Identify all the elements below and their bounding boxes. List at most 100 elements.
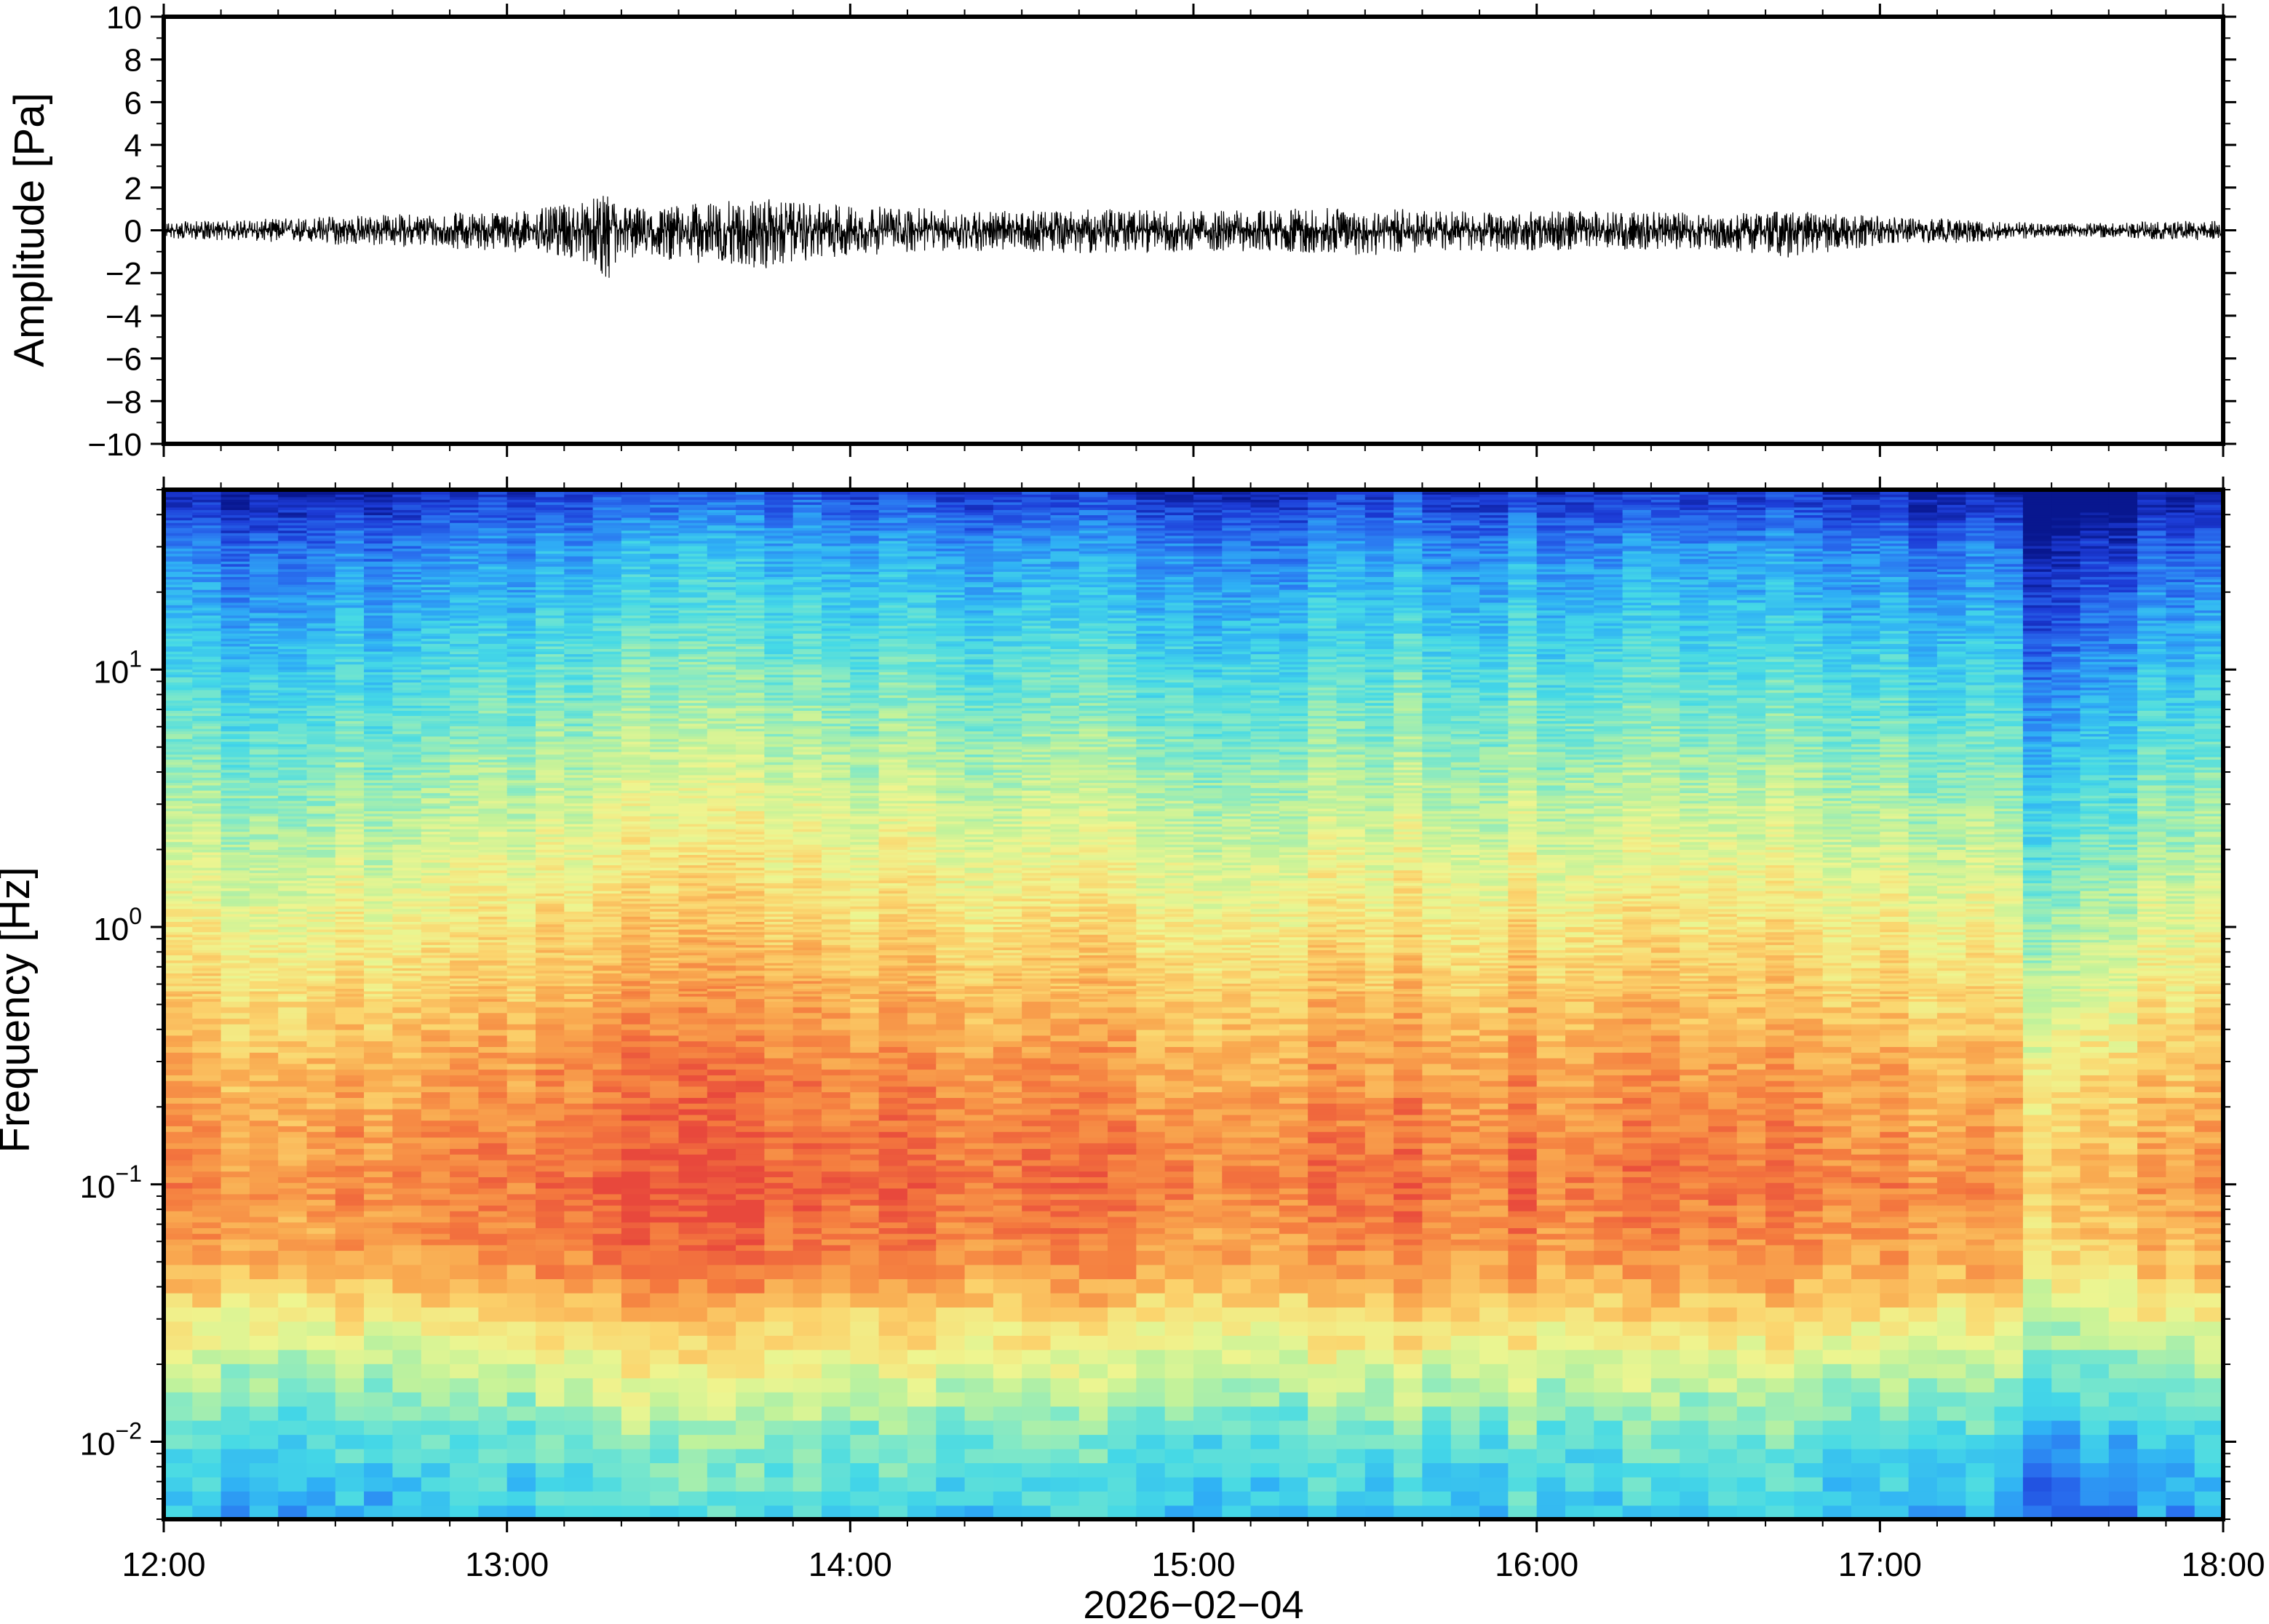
spectrogram-cell bbox=[650, 1018, 680, 1024]
spectrogram-cell bbox=[392, 1148, 422, 1155]
spectrogram-cell bbox=[421, 1097, 450, 1104]
spectrogram-cell bbox=[306, 813, 336, 816]
spectrogram-cell bbox=[421, 1046, 450, 1053]
spectrogram-cell bbox=[249, 877, 279, 881]
spectrogram-cell bbox=[192, 995, 222, 1000]
spectrogram-cell bbox=[478, 1222, 508, 1228]
spectrogram-cell bbox=[592, 1006, 622, 1014]
spectrogram-cell bbox=[192, 1069, 222, 1075]
spectrogram-cell bbox=[164, 883, 194, 886]
spectrogram-cell bbox=[592, 1238, 622, 1246]
spectrogram-cell bbox=[564, 1040, 594, 1047]
spectrogram-cell bbox=[164, 707, 194, 711]
spectrogram-cell bbox=[278, 955, 308, 958]
spectrogram-cell bbox=[421, 1114, 450, 1121]
spectrogram-cell bbox=[192, 777, 222, 781]
spectrogram-cell bbox=[249, 939, 279, 943]
spectrogram-cell bbox=[450, 1210, 480, 1217]
spectrogram-cell bbox=[164, 705, 194, 709]
spectrogram-cell bbox=[592, 1406, 622, 1421]
spectrogram-cell bbox=[335, 980, 365, 984]
spectrogram-cell bbox=[306, 1210, 336, 1217]
spectrogram-cell bbox=[306, 682, 336, 685]
spectrogram-cell bbox=[192, 741, 222, 744]
spectrogram-cell bbox=[220, 998, 250, 1002]
spectrogram-cell bbox=[478, 1377, 508, 1393]
spectrogram-cell bbox=[536, 1238, 565, 1246]
spectrogram-cell bbox=[192, 872, 222, 876]
spectrogram-cell bbox=[621, 1182, 651, 1189]
spectrogram-cell bbox=[306, 563, 336, 567]
spectrogram-cell bbox=[192, 578, 222, 583]
spectrogram-cell bbox=[278, 728, 308, 732]
spectrogram-cell bbox=[306, 898, 336, 901]
spectrogram-cell bbox=[220, 689, 250, 693]
spectrogram-cell bbox=[335, 973, 365, 976]
spectrogram-cell bbox=[335, 965, 365, 968]
spectrogram-cell bbox=[192, 1278, 222, 1294]
spectrogram-column bbox=[164, 490, 194, 1520]
spectrogram-cell bbox=[621, 1000, 651, 1008]
spectrogram-cell bbox=[220, 1205, 250, 1211]
spectrogram-cell bbox=[678, 1187, 708, 1195]
spectrogram-cell bbox=[164, 597, 194, 600]
spectrogram-cell bbox=[192, 854, 222, 858]
spectrogram-cell bbox=[192, 630, 222, 634]
spectrogram-cell bbox=[306, 782, 336, 786]
spectrogram-cell bbox=[506, 1244, 536, 1251]
spectrogram-cell bbox=[164, 553, 194, 557]
spectrogram-cell bbox=[164, 1142, 194, 1150]
spectrogram-cell bbox=[335, 1222, 365, 1228]
spectrogram-cell bbox=[306, 1476, 336, 1492]
spectrogram-cell bbox=[364, 1126, 394, 1132]
spectrogram-cell bbox=[506, 1364, 536, 1379]
spectrogram-cell bbox=[306, 1406, 336, 1421]
spectrogram-cell bbox=[192, 955, 222, 958]
spectrogram-cell bbox=[192, 645, 222, 649]
spectrogram-cell bbox=[249, 872, 279, 876]
spectrogram-cell bbox=[192, 653, 222, 657]
spectrogram-cell bbox=[249, 955, 279, 958]
spectrogram-cell bbox=[306, 1080, 336, 1087]
spectrogram-cell bbox=[220, 1177, 250, 1183]
spectrogram-cell bbox=[335, 995, 365, 1000]
spectrogram-cell bbox=[249, 993, 279, 997]
spectrogram-cell bbox=[220, 779, 250, 783]
spectrogram-cell bbox=[192, 952, 222, 955]
spectrogram-cell bbox=[421, 1006, 450, 1014]
spectrogram-cell bbox=[536, 1377, 565, 1393]
spectrogram-cell bbox=[220, 906, 250, 909]
spectrogram-cell bbox=[592, 1205, 622, 1211]
spectrogram-cell bbox=[306, 512, 336, 516]
spectrogram-cell bbox=[278, 903, 308, 907]
spectrogram-cell bbox=[192, 906, 222, 909]
spectrogram-cell bbox=[278, 1120, 308, 1126]
spectrogram-cell bbox=[564, 1292, 594, 1307]
spectrogram-cell bbox=[192, 818, 222, 821]
spectrogram-cell bbox=[678, 1233, 708, 1240]
spectrogram-cell bbox=[192, 600, 222, 603]
spectrogram-cell bbox=[192, 911, 222, 915]
spectrogram-cell bbox=[164, 720, 194, 724]
spectrogram-cell bbox=[650, 1148, 680, 1155]
spectrogram-cell bbox=[164, 756, 194, 760]
spectrogram-cell bbox=[364, 1264, 394, 1280]
spectrogram-cell bbox=[220, 553, 250, 557]
spectrogram-cell bbox=[220, 885, 250, 888]
spectrogram-cell bbox=[278, 672, 308, 675]
spectrogram-cell bbox=[306, 921, 336, 925]
spectrogram-cell bbox=[220, 839, 250, 843]
spectrogram-cell bbox=[306, 1154, 336, 1161]
spectrogram-cell bbox=[249, 1233, 279, 1240]
spectrogram-cell bbox=[220, 841, 250, 845]
spectrogram-cell bbox=[506, 1216, 536, 1223]
spectrogram-cell bbox=[450, 1154, 480, 1161]
spectrogram-cell bbox=[164, 715, 194, 719]
spectrogram-cell bbox=[249, 717, 279, 722]
spectrogram-cell bbox=[335, 955, 365, 958]
spectrogram-cell bbox=[220, 578, 250, 583]
spectrogram-cell bbox=[192, 566, 222, 570]
spectrogram-cell bbox=[392, 1063, 422, 1070]
spectrogram-cell bbox=[220, 558, 250, 562]
spectrogram-cell bbox=[249, 677, 279, 680]
